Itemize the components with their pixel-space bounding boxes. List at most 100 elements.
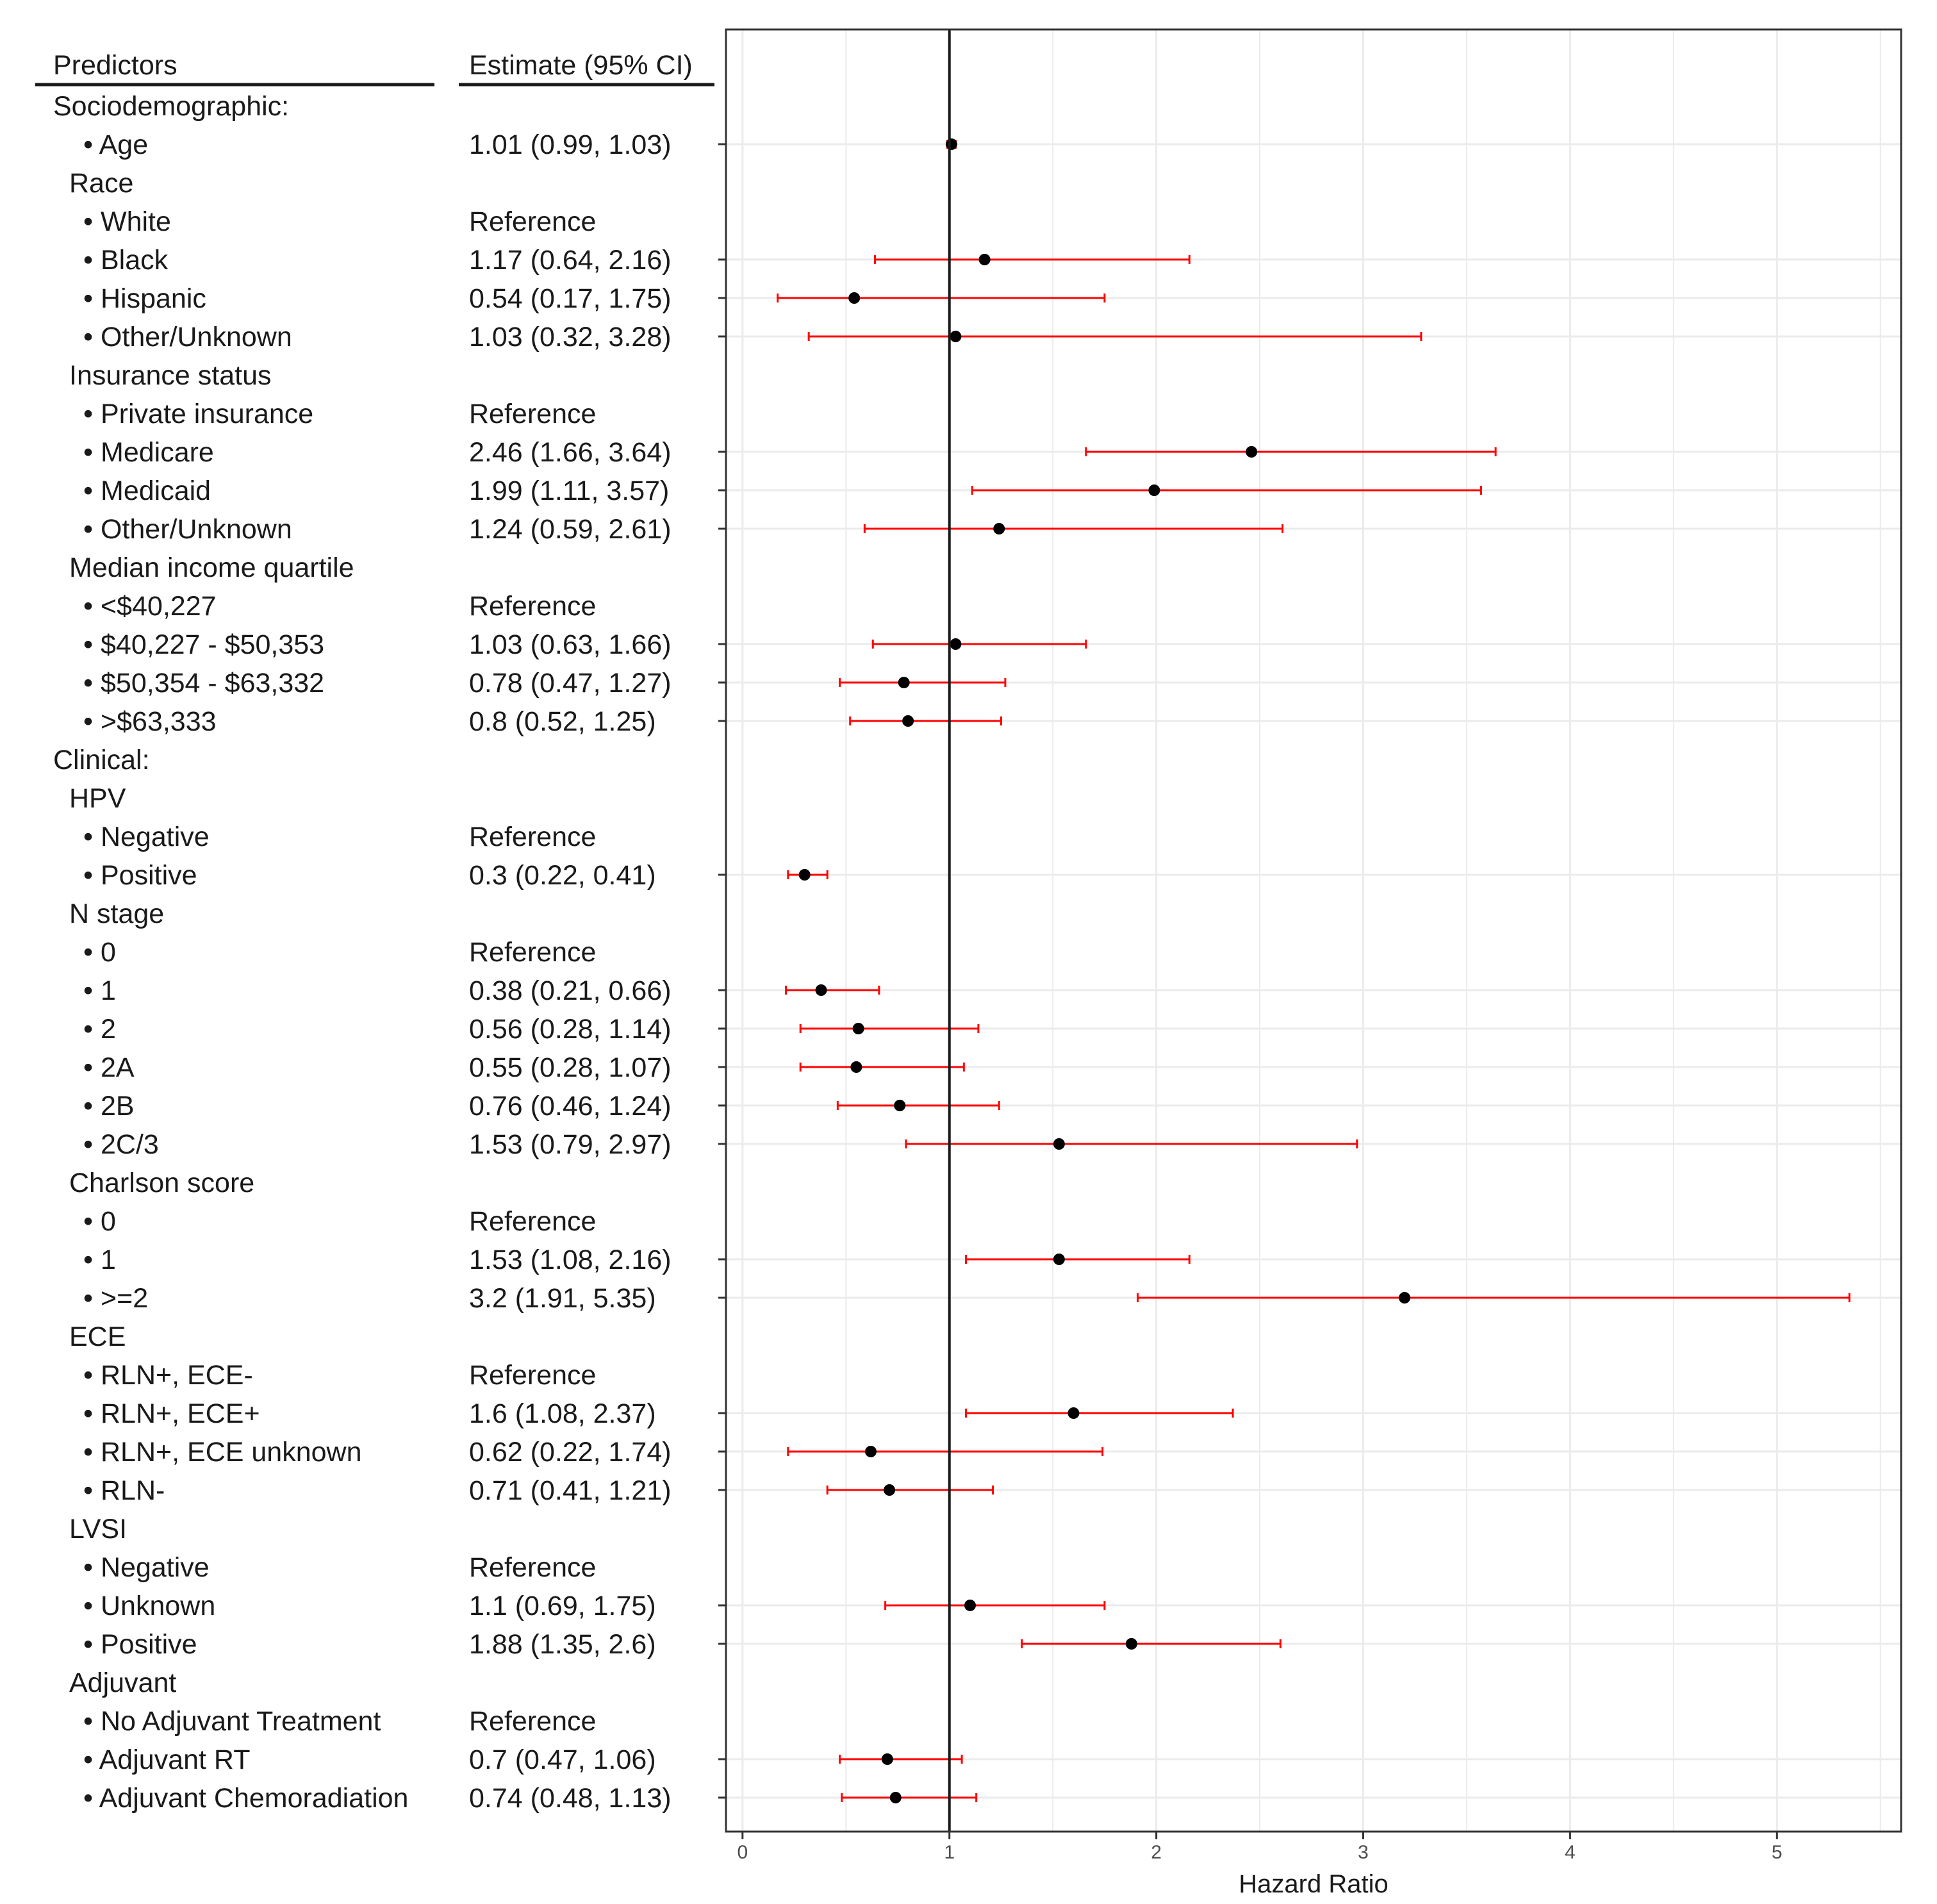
estimate-ci-label: 0.74 (0.48, 1.13) xyxy=(469,1783,672,1814)
predictor-label: • 2B xyxy=(83,1091,135,1122)
header-estimate: Estimate (95% CI) xyxy=(469,50,693,81)
plot-border xyxy=(725,28,1902,1833)
plot-panel xyxy=(726,29,1901,1832)
estimate-ci-label: 0.56 (0.28, 1.14) xyxy=(469,1014,672,1045)
predictor-label: • Hispanic xyxy=(83,283,206,314)
estimate-ci-label: 1.99 (1.11, 3.57) xyxy=(469,476,669,506)
estimate-ci-label: 0.71 (0.41, 1.21) xyxy=(469,1475,672,1506)
predictor-label: Sociodemographic: xyxy=(53,91,289,122)
predictor-label: Race xyxy=(69,168,133,199)
estimate-ci-label: 1.53 (0.79, 2.97) xyxy=(469,1129,672,1160)
hr-point xyxy=(898,677,910,688)
hr-point xyxy=(950,331,962,342)
predictor-label: • >=2 xyxy=(83,1283,148,1314)
estimate-ci-label: 1.03 (0.32, 3.28) xyxy=(469,322,672,352)
hr-point xyxy=(881,1753,893,1765)
predictor-label: • $40,227 - $50,353 xyxy=(83,629,324,660)
hr-point xyxy=(1148,484,1160,496)
x-tick-label: 2 xyxy=(1151,1842,1162,1863)
estimate-ci-label: 1.03 (0.63, 1.66) xyxy=(469,629,672,660)
predictor-label: • Positive xyxy=(83,860,197,891)
reference-label: Reference xyxy=(469,1552,596,1583)
reference-label: Reference xyxy=(469,937,596,968)
hr-point xyxy=(1246,446,1258,458)
x-axis-title: Hazard Ratio xyxy=(1239,1870,1388,1898)
hr-point xyxy=(964,1600,977,1611)
estimate-ci-label: 0.38 (0.21, 0.66) xyxy=(469,975,672,1006)
hr-point xyxy=(978,254,991,265)
estimate-ci-label: 1.17 (0.64, 2.16) xyxy=(469,245,672,276)
predictor-label: Charlson score xyxy=(69,1168,254,1198)
x-axis: 0 1 2 3 4 5 xyxy=(737,1832,1783,1863)
estimate-ci-label: 1.24 (0.59, 2.61) xyxy=(469,514,672,545)
estimate-ci-label: 0.76 (0.46, 1.24) xyxy=(469,1091,672,1122)
hr-point xyxy=(848,292,861,304)
reference-label: Reference xyxy=(469,822,596,852)
predictor-label: • <$40,227 xyxy=(83,591,217,622)
estimate-ci-label: 0.3 (0.22, 0.41) xyxy=(469,860,656,891)
predictor-label: • 2 xyxy=(83,1014,116,1045)
predictor-label: Median income quartile xyxy=(69,552,354,583)
x-tick-label: 1 xyxy=(944,1842,955,1863)
table-rows: Sociodemographic: • Age 1.01 (0.99, 1.03) R… xyxy=(53,91,726,1814)
predictor-label: • 1 xyxy=(83,975,116,1006)
x-tick-label: 3 xyxy=(1358,1842,1369,1863)
estimate-ci-label: 1.1 (0.69, 1.75) xyxy=(469,1591,656,1621)
hr-point xyxy=(950,638,962,650)
predictor-label: • RLN- xyxy=(83,1475,165,1506)
hr-point xyxy=(1399,1292,1411,1304)
predictor-label: Adjuvant xyxy=(69,1668,176,1698)
predictor-label: HPV xyxy=(69,783,126,814)
predictor-label: • RLN+, ECE unknown xyxy=(83,1437,362,1468)
predictor-label: • 1 xyxy=(83,1245,116,1275)
hr-point xyxy=(815,984,827,996)
hr-point xyxy=(894,1100,906,1111)
predictor-label: • Negative xyxy=(83,1552,210,1583)
predictor-label: • Negative xyxy=(83,822,210,852)
hr-point xyxy=(945,138,957,150)
predictor-label: • Age xyxy=(83,129,148,160)
estimate-ci-label: 0.78 (0.47, 1.27) xyxy=(469,668,672,699)
predictor-label: • RLN+, ECE- xyxy=(83,1360,253,1391)
reference-label: Reference xyxy=(469,1360,596,1391)
grid-lines xyxy=(726,29,1901,1832)
predictor-label: • Medicaid xyxy=(83,476,211,506)
predictor-label: • 2A xyxy=(83,1052,135,1083)
estimate-ci-label: 0.54 (0.17, 1.75) xyxy=(469,283,672,314)
hr-point xyxy=(1067,1407,1080,1419)
predictor-label: • Positive xyxy=(83,1629,197,1660)
predictor-label: • Other/Unknown xyxy=(83,322,292,352)
hr-point xyxy=(1125,1638,1137,1650)
predictor-label: • No Adjuvant Treatment xyxy=(83,1706,381,1737)
hr-point xyxy=(902,715,914,727)
predictor-label: N stage xyxy=(69,898,164,929)
estimate-ci-label: 0.7 (0.47, 1.06) xyxy=(469,1744,656,1775)
predictor-label: • $50,354 - $63,332 xyxy=(83,668,324,699)
predictor-label: • 2C/3 xyxy=(83,1129,159,1160)
hr-point xyxy=(865,1446,877,1457)
hr-point xyxy=(889,1792,902,1803)
predictor-label: Insurance status xyxy=(69,360,272,391)
reference-label: Reference xyxy=(469,399,596,429)
predictor-label: • White xyxy=(83,206,171,237)
estimate-ci-label: 3.2 (1.91, 5.35) xyxy=(469,1283,656,1314)
estimate-ci-label: 1.01 (0.99, 1.03) xyxy=(469,129,672,160)
estimate-ci-label: 1.6 (1.08, 2.37) xyxy=(469,1398,656,1429)
predictor-label: • 0 xyxy=(83,937,116,968)
predictor-label: • Black xyxy=(83,245,169,276)
predictor-label: • Unknown xyxy=(83,1591,215,1621)
hr-point xyxy=(798,869,811,881)
estimate-ci-label: 1.53 (1.08, 2.16) xyxy=(469,1245,672,1275)
ci-marks xyxy=(777,138,1850,1803)
reference-label: Reference xyxy=(469,591,596,622)
reference-label: Reference xyxy=(469,1706,596,1737)
estimate-ci-label: 2.46 (1.66, 3.64) xyxy=(469,437,672,468)
predictor-label: • Other/Unknown xyxy=(83,514,292,545)
predictor-label: • Private insurance xyxy=(83,399,313,429)
x-tick-label: 0 xyxy=(737,1842,748,1863)
predictor-label: LVSI xyxy=(69,1514,127,1544)
predictor-label: • Medicare xyxy=(83,437,214,468)
hr-point xyxy=(1053,1254,1065,1265)
hr-point xyxy=(852,1023,864,1034)
